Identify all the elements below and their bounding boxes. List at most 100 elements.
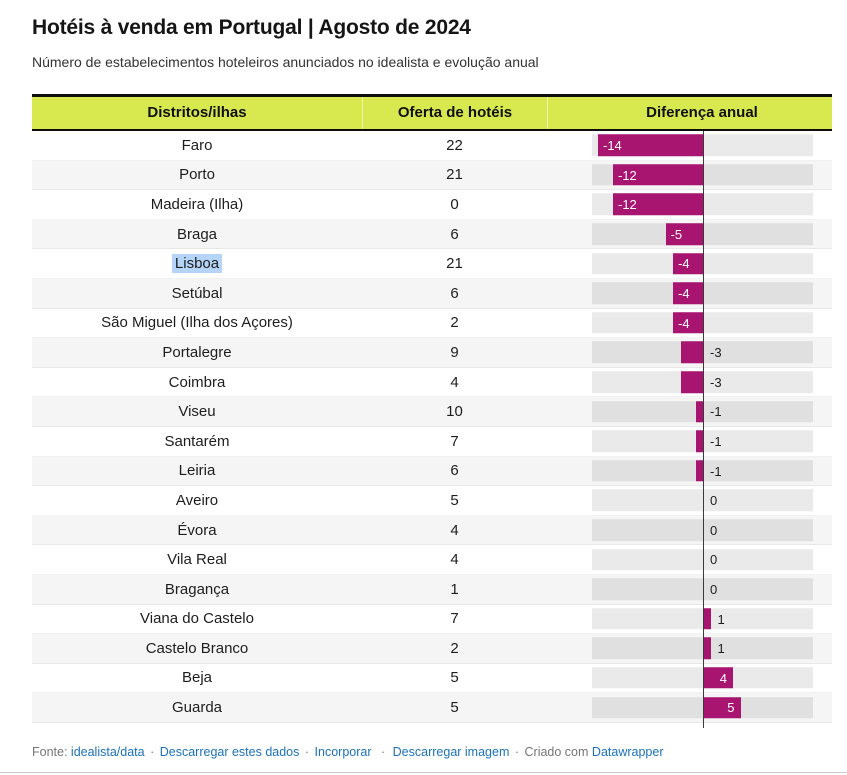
diff-bar-track: -4 [592,252,813,275]
diff-value-label: -5 [670,226,683,242]
diff-bar-track: 5 [592,696,813,719]
table-row: Castelo Branco 2 1 [32,634,832,664]
diff-bar-track: 0 [592,548,813,571]
diff-value-label: -3 [710,374,722,390]
source-label: Fonte: [32,744,68,759]
footer-separator: · [514,744,520,759]
district-cell: Leiria [32,462,362,479]
diff-cell: 0 [547,486,832,515]
offer-value: 6 [450,284,459,302]
district-label: São Miguel (Ilha dos Açores) [101,314,293,332]
district-label: Santarém [164,432,230,450]
district-label: Aveiro [175,491,219,509]
embed-link[interactable]: Incorporar [314,744,372,759]
offer-value: 6 [450,225,459,243]
table-row: Madeira (Ilha) 0 -12 [32,190,832,220]
column-header-diff: Diferença anual [547,97,832,129]
table-row: Bragança 1 0 [32,574,832,605]
district-cell: Castelo Branco [32,640,362,657]
diff-bar [673,252,703,275]
offer-value: 1 [450,580,459,598]
diff-cell: 0 [547,516,832,545]
diff-cell: -4 [547,279,832,308]
diff-bar-track: -12 [592,164,813,186]
district-cell: Setúbal [32,285,362,302]
offer-value: 10 [446,403,463,421]
diff-bar [673,282,703,305]
diff-value-label: 0 [710,522,718,538]
diff-bar-track: 1 [592,608,813,630]
diff-cell: -1 [547,397,832,426]
diff-cell: 5 [547,693,832,722]
diff-bar-track: 0 [592,519,813,541]
offer-value: 9 [450,343,459,361]
offer-value: 4 [450,373,459,391]
diff-value-label: 1 [717,640,725,656]
district-cell: Vila Real [32,551,362,568]
diff-cell: -12 [547,161,832,190]
diff-bar-track: -1 [592,460,813,482]
district-label: Madeira (Ilha) [150,195,244,213]
district-cell: Faro [32,137,362,154]
district-cell: Bragança [32,581,362,598]
diff-value-label: -1 [710,404,722,420]
diff-bar-track: -1 [592,430,813,452]
diff-cell: -3 [547,338,832,367]
offer-value: 4 [450,551,459,569]
district-label: Setúbal [171,284,223,302]
district-label: Castelo Branco [145,639,249,657]
diff-bar [703,637,711,660]
table-row: Leiria 6 -1 [32,456,832,487]
district-cell: Viseu [32,403,362,420]
diff-value-label: 0 [710,552,718,568]
diff-bar-track: 1 [592,637,813,660]
footer: Fonte: idealista/data · Descarregar este… [32,723,815,760]
table-body: Faro 22 -14 Porto 21 -12 Madeira (Ilha) … [32,131,832,723]
diff-cell: 0 [547,545,832,574]
diff-cell: -1 [547,457,832,486]
table-header-row: Distritos/ilhas Oferta de hotéis Diferen… [32,94,832,131]
table-row: Santarém 7 -1 [32,427,832,457]
diff-value-label: -4 [678,285,690,301]
diff-bar-track: 0 [592,578,813,600]
district-cell: Braga [32,226,362,243]
download-image-link[interactable]: Descarregar imagem [392,744,510,759]
offer-value: 2 [450,639,459,657]
diff-bar [665,223,703,245]
diff-cell: -14 [547,131,832,160]
district-cell: Madeira (Ilha) [32,196,362,213]
diff-cell: -1 [547,427,832,456]
table-row: Braga 6 -5 [32,219,832,250]
offer-value: 21 [446,255,463,273]
page-title: Hotéis à venda em Portugal | Agosto de 2… [32,16,471,39]
diff-bar [673,312,703,334]
table-row: Viana do Castelo 7 1 [32,605,832,635]
diff-value-label: -1 [710,463,722,479]
download-data-link[interactable]: Descarregar estes dados [159,744,300,759]
diff-value-label: 1 [717,611,725,627]
datawrapper-link[interactable]: Datawrapper [591,744,664,759]
district-cell: São Miguel (Ilha dos Açores) [32,314,362,331]
district-label: Portalegre [162,343,232,361]
diff-bar-track: -3 [592,371,813,393]
table-row: Faro 22 -14 [32,131,832,161]
diff-cell: -4 [547,249,832,278]
diff-value-label: 0 [710,581,718,597]
source-link[interactable]: idealista/data [70,744,145,759]
offer-value: 21 [446,166,463,184]
diff-value-label: 4 [719,670,727,686]
district-cell: Santarém [32,433,362,450]
offer-value: 5 [450,699,459,717]
district-cell: Portalegre [32,344,362,361]
offer-value: 7 [450,432,459,450]
diff-bar [613,164,703,186]
table-row: Porto 21 -12 [32,160,832,191]
diff-value-label: 0 [710,492,718,508]
offer-value: 22 [446,136,463,154]
district-label: Leiria [178,462,216,480]
table-row: São Miguel (Ilha dos Açores) 2 -4 [32,309,832,339]
table-row: Coimbra 4 -3 [32,368,832,398]
district-label: Évora [177,521,217,539]
diff-cell: -4 [547,309,832,338]
